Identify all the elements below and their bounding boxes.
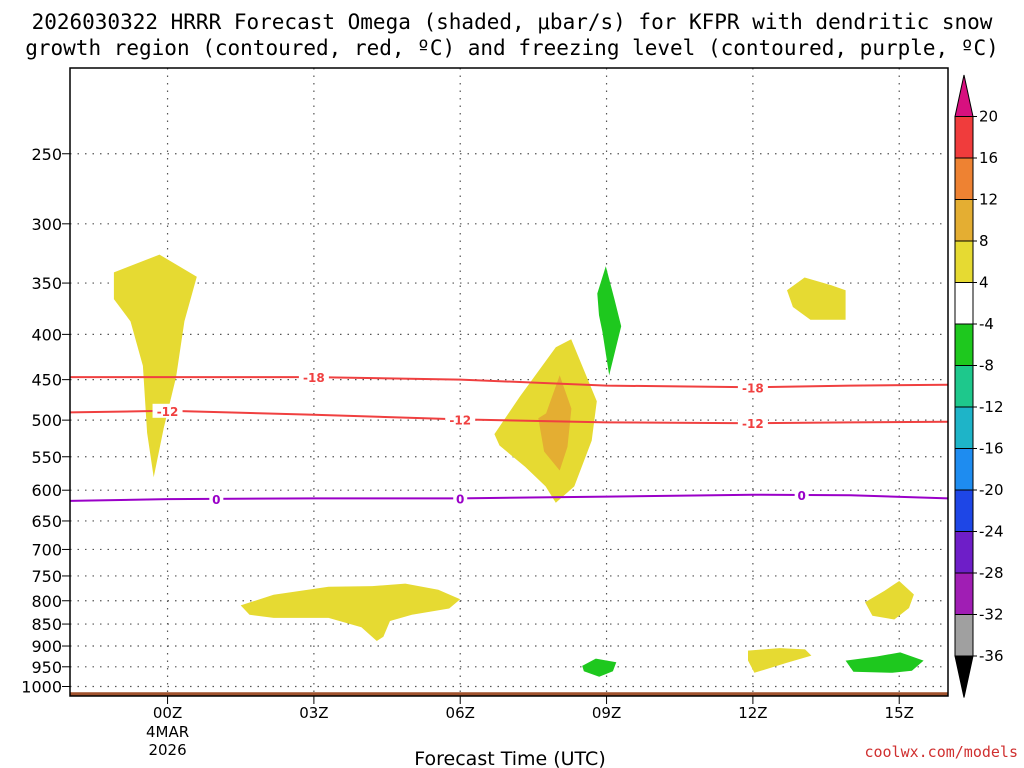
omega-shading bbox=[113, 254, 924, 677]
contour-label: -18 bbox=[303, 371, 325, 385]
x-tick-sublabel: 2026 bbox=[148, 741, 186, 759]
y-tick-label: 750 bbox=[31, 567, 62, 586]
colorbar-label: 20 bbox=[979, 108, 998, 126]
contour-line bbox=[70, 376, 949, 389]
colorbar-segment bbox=[954, 489, 974, 532]
x-tick-label: 06Z bbox=[446, 704, 475, 722]
colorbar-label: -20 bbox=[979, 481, 1004, 499]
contour-label: 0 bbox=[212, 493, 220, 507]
colorbar-segment bbox=[954, 323, 974, 366]
colorbar-segment bbox=[954, 282, 974, 325]
colorbar-label: -24 bbox=[979, 523, 1004, 541]
colorbar-label: 16 bbox=[979, 149, 998, 167]
colorbar-label: -16 bbox=[979, 440, 1004, 458]
contour-label: -12 bbox=[742, 417, 764, 431]
x-tick-label: 00Z bbox=[153, 704, 182, 722]
omega-region bbox=[582, 658, 617, 677]
y-tick-label: 300 bbox=[31, 215, 62, 234]
contour-label-bg bbox=[209, 491, 224, 506]
colorbar-segment bbox=[954, 199, 974, 242]
colorbar-label: -36 bbox=[979, 647, 1004, 665]
contour-label-bg bbox=[737, 380, 768, 395]
chart-title-line1: 2026030322 HRRR Forecast Omega (shaded, … bbox=[32, 10, 993, 34]
contour-label: -12 bbox=[157, 405, 179, 419]
omega-region bbox=[845, 652, 924, 673]
colorbar-label: 12 bbox=[979, 191, 998, 209]
y-tick-label: 900 bbox=[31, 637, 62, 656]
colorbar-segment bbox=[954, 365, 974, 408]
omega-region bbox=[748, 648, 812, 673]
y-tick-label: 250 bbox=[31, 145, 62, 164]
y-tick-label: 650 bbox=[31, 512, 62, 531]
y-tick-label: 600 bbox=[31, 481, 62, 500]
y-tick-label: 850 bbox=[31, 615, 62, 634]
contour-label-bg bbox=[298, 370, 329, 385]
colorbar-label: -12 bbox=[979, 398, 1004, 416]
colorbar-segment bbox=[954, 572, 974, 615]
colorbar-segment bbox=[954, 531, 974, 574]
colorbar-label: -4 bbox=[979, 315, 994, 333]
x-tick-label: 15Z bbox=[885, 704, 914, 722]
colorbar-label: -28 bbox=[979, 564, 1004, 582]
colorbar-segment bbox=[954, 614, 974, 657]
y-tick-label: 350 bbox=[31, 274, 62, 293]
colorbar-segment bbox=[954, 157, 974, 200]
y-tick-label: 550 bbox=[31, 448, 62, 467]
omega-region bbox=[113, 254, 197, 478]
colorbar-arrow-top bbox=[954, 74, 974, 117]
y-axis: 250 300 350 400 450 500 550 600 650 700 750 800 850 9… bbox=[21, 145, 70, 697]
y-tick-label: 450 bbox=[31, 371, 62, 390]
contour-line bbox=[69, 493, 949, 502]
contour-label: 0 bbox=[797, 489, 805, 503]
credit-link[interactable]: coolwx.com/models bbox=[864, 743, 1018, 761]
y-tick-label: 1000 bbox=[21, 678, 62, 697]
colorbar-label: -8 bbox=[979, 357, 994, 375]
colorbar-label: -32 bbox=[979, 606, 1004, 624]
contour-label: 0 bbox=[456, 492, 464, 506]
x-tick-sublabel: 4MAR bbox=[146, 723, 189, 741]
y-tick-label: 950 bbox=[31, 658, 62, 677]
colorbar: 20 16 12 8 4 -4 -8 -12 -16 -20 -24 -28 -32 -36 bbox=[954, 74, 1004, 698]
colorbar-label: 4 bbox=[979, 274, 989, 292]
omega-region bbox=[787, 277, 846, 320]
x-tick-label: 03Z bbox=[299, 704, 328, 722]
colorbar-segment bbox=[954, 448, 974, 491]
contour-label: -18 bbox=[742, 381, 764, 395]
contour-label-bg bbox=[445, 412, 476, 427]
y-tick-label: 400 bbox=[31, 325, 62, 344]
terrain-fill bbox=[70, 692, 948, 696]
colorbar-arrow-bottom bbox=[954, 655, 974, 698]
colorbar-label: 8 bbox=[979, 232, 989, 250]
y-tick-label: 800 bbox=[31, 592, 62, 611]
terrain bbox=[70, 692, 948, 696]
x-axis-label: Forecast Time (UTC) bbox=[414, 748, 605, 768]
omega-region bbox=[240, 583, 461, 641]
omega-region bbox=[538, 375, 572, 471]
x-tick-label: 12Z bbox=[738, 704, 767, 722]
y-tick-label: 500 bbox=[31, 411, 62, 430]
contour-label-bg bbox=[794, 487, 809, 502]
contour-label-bg bbox=[152, 403, 183, 418]
contour-label-bg bbox=[453, 491, 468, 506]
omega-region bbox=[597, 266, 622, 376]
colorbar-segment bbox=[954, 406, 974, 449]
y-tick-label: 700 bbox=[31, 540, 62, 559]
contour-line bbox=[69, 409, 949, 425]
chart-title-line2: growth region (contoured, red, ºC) and f… bbox=[25, 36, 999, 60]
colorbar-segment bbox=[954, 240, 974, 283]
contour-label: -12 bbox=[449, 413, 471, 427]
omega-region bbox=[865, 581, 914, 620]
colorbar-segment bbox=[954, 116, 974, 159]
plot-frame bbox=[69, 67, 949, 697]
contours: -18 -18 -12 -12 -12 0 0 0 bbox=[69, 370, 949, 507]
x-tick-label: 09Z bbox=[592, 704, 621, 722]
contour-label-bg bbox=[737, 416, 768, 431]
